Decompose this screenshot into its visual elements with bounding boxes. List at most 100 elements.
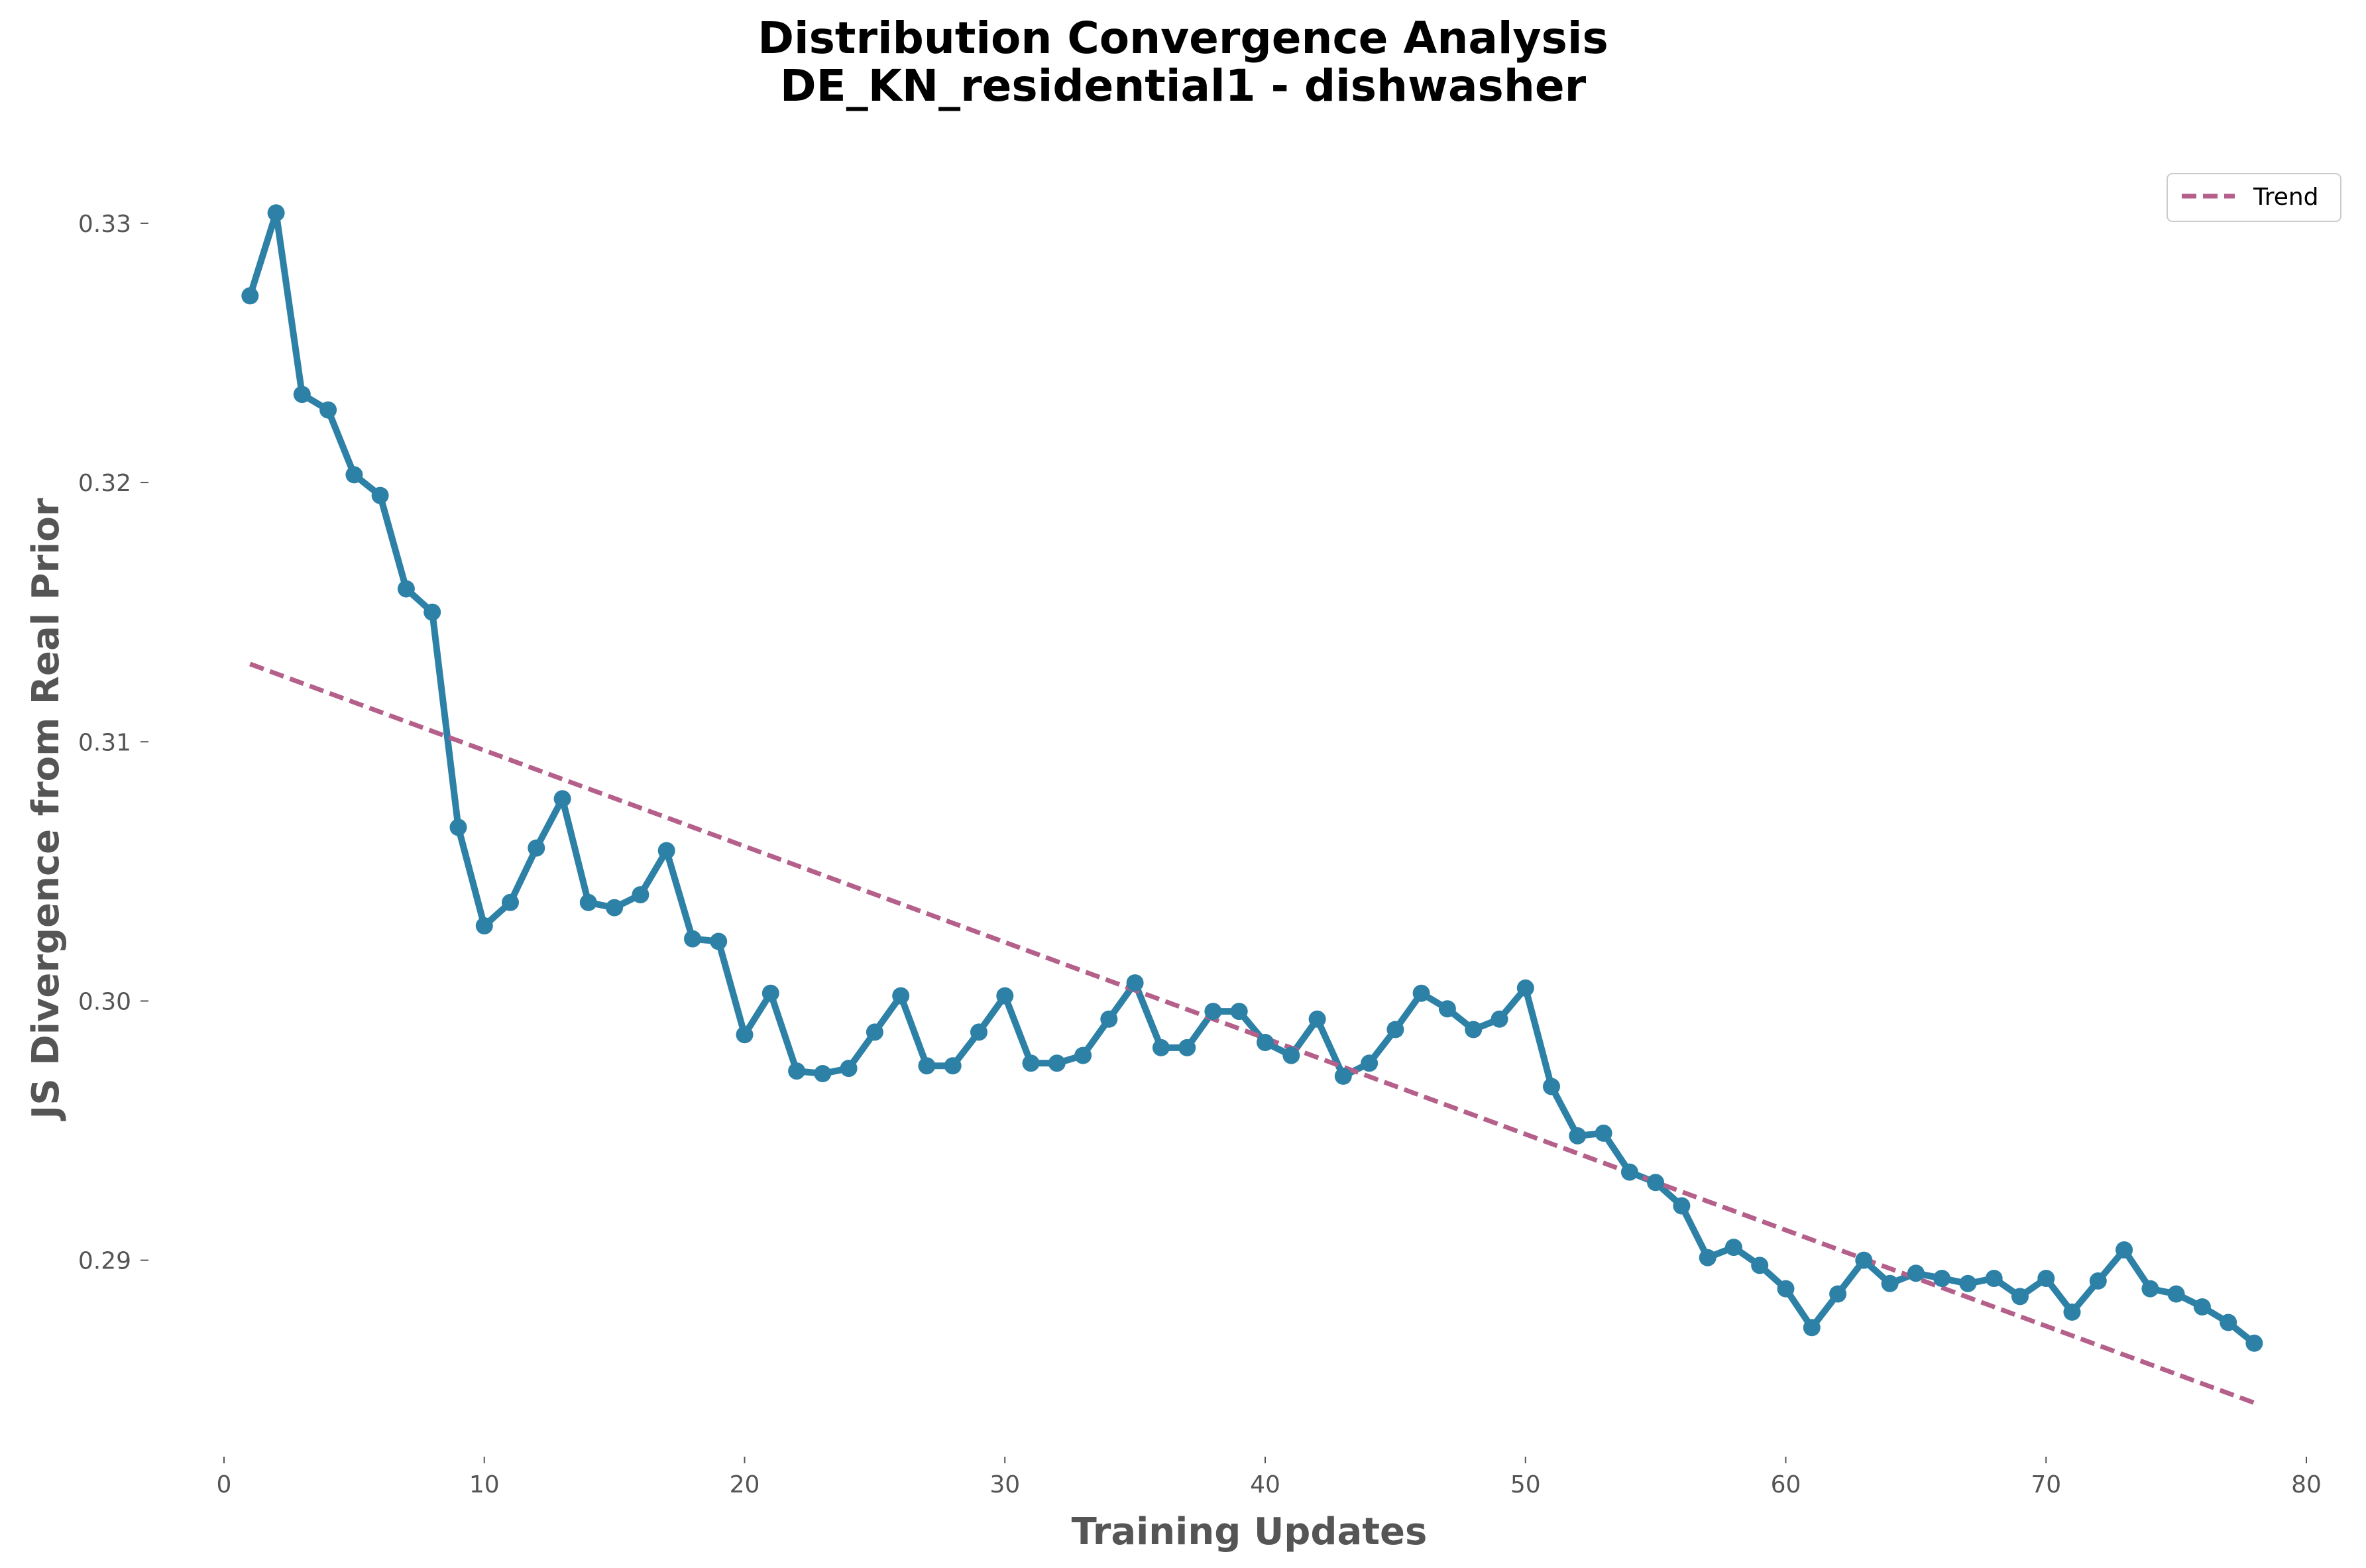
data-point — [475, 917, 493, 934]
data-point — [1673, 1197, 1691, 1215]
data-point — [1204, 1003, 1222, 1021]
chart-subtitle: DE_KN_residential1 - dishwasher — [780, 60, 1587, 111]
data-point — [1803, 1319, 1821, 1337]
data-point — [1569, 1127, 1587, 1145]
x-axis-label: Training Updates — [1072, 1510, 1428, 1553]
data-point — [1543, 1078, 1560, 1095]
x-tick-label: 0 — [217, 1471, 232, 1498]
data-point — [1361, 1054, 1379, 1072]
data-point — [918, 1057, 936, 1075]
data-point — [1907, 1264, 1925, 1282]
y-tick-label: 0.33 — [78, 211, 131, 238]
legend-label-trend: Trend — [2253, 184, 2319, 211]
data-point — [657, 842, 675, 860]
data-point — [293, 386, 311, 404]
data-point — [1699, 1249, 1717, 1266]
data-point — [970, 1023, 987, 1041]
data-point — [632, 886, 649, 904]
data-point — [1855, 1251, 1873, 1269]
data-point — [606, 899, 624, 917]
data-point — [1829, 1285, 1847, 1303]
data-point — [761, 984, 779, 1002]
data-point — [1074, 1046, 1092, 1064]
data-point — [1126, 974, 1144, 992]
data-point — [684, 930, 701, 948]
data-point — [1334, 1067, 1352, 1085]
data-point — [2167, 1285, 2185, 1303]
y-tick-label: 0.32 — [78, 470, 131, 497]
data-point — [1152, 1038, 1170, 1056]
x-tick-label: 50 — [1510, 1471, 1541, 1498]
data-point — [1438, 1000, 1456, 1018]
legend-box — [2167, 173, 2341, 222]
data-point — [267, 204, 285, 222]
data-point — [1933, 1270, 1951, 1287]
data-point — [2037, 1270, 2055, 1287]
y-tick-label: 0.29 — [78, 1248, 131, 1275]
data-point — [528, 839, 545, 857]
data-point — [1022, 1054, 1040, 1072]
y-axis: 0.29 0.30 0.31 0.32 0.33 — [78, 211, 148, 1275]
trend-line — [249, 661, 2255, 1406]
data-point — [1308, 1010, 1326, 1028]
data-point — [1777, 1280, 1795, 1298]
data-point — [371, 486, 389, 504]
data-point — [1620, 1163, 1638, 1181]
data-point — [1230, 1003, 1248, 1021]
data-point — [1959, 1274, 1977, 1292]
data-point — [1257, 1034, 1274, 1051]
x-tick-label: 40 — [1250, 1471, 1280, 1498]
data-point — [2245, 1334, 2263, 1352]
data-point — [1516, 979, 1534, 997]
y-tick-label: 0.31 — [78, 729, 131, 756]
data-point — [345, 466, 363, 484]
x-tick-label: 60 — [1771, 1471, 1801, 1498]
data-point — [710, 932, 728, 950]
data-point — [397, 580, 415, 598]
data-point — [2063, 1303, 2081, 1321]
data-point — [1048, 1054, 1066, 1072]
data-point — [2193, 1298, 2211, 1316]
data-point — [840, 1060, 858, 1078]
data-point — [423, 603, 441, 621]
y-axis-label: JS Divergence from Real Prior — [25, 498, 68, 1121]
data-point — [944, 1057, 962, 1075]
x-tick-label: 70 — [2031, 1471, 2061, 1498]
data-point — [579, 893, 597, 911]
data-point — [449, 818, 467, 836]
data-point — [1881, 1274, 1899, 1292]
legend: Trend — [2167, 173, 2341, 222]
x-tick-label: 10 — [469, 1471, 500, 1498]
data-point — [866, 1023, 883, 1041]
y-tick-label: 0.30 — [78, 988, 131, 1015]
data-point — [788, 1062, 806, 1080]
data-point — [1465, 1021, 1483, 1038]
chart-title: Distribution Convergence Analysis — [758, 13, 1608, 64]
data-point — [1724, 1239, 1742, 1257]
data-point — [1100, 1010, 1118, 1028]
data-point — [319, 401, 337, 419]
data-point — [814, 1065, 832, 1082]
x-tick-label: 80 — [2291, 1471, 2322, 1498]
x-tick-label: 30 — [989, 1471, 1020, 1498]
data-point — [892, 987, 910, 1005]
data-point — [2141, 1280, 2159, 1298]
data-point — [1751, 1257, 1769, 1274]
data-point — [1386, 1021, 1404, 1038]
data-point — [502, 893, 519, 911]
data-point — [736, 1026, 754, 1044]
data-point — [1282, 1046, 1300, 1064]
data-point — [241, 287, 259, 305]
x-tick-label: 20 — [730, 1471, 760, 1498]
data-point — [1412, 984, 1430, 1002]
data-point — [1595, 1124, 1612, 1142]
plot-area — [241, 204, 2263, 1406]
data-point — [1647, 1174, 1665, 1192]
data-point — [2220, 1314, 2237, 1331]
data-point — [996, 987, 1014, 1005]
data-point — [1491, 1010, 1508, 1028]
x-axis: 0 10 20 30 40 50 60 70 80 — [217, 1457, 2322, 1498]
data-point — [1178, 1038, 1196, 1056]
data-point — [2089, 1272, 2107, 1290]
